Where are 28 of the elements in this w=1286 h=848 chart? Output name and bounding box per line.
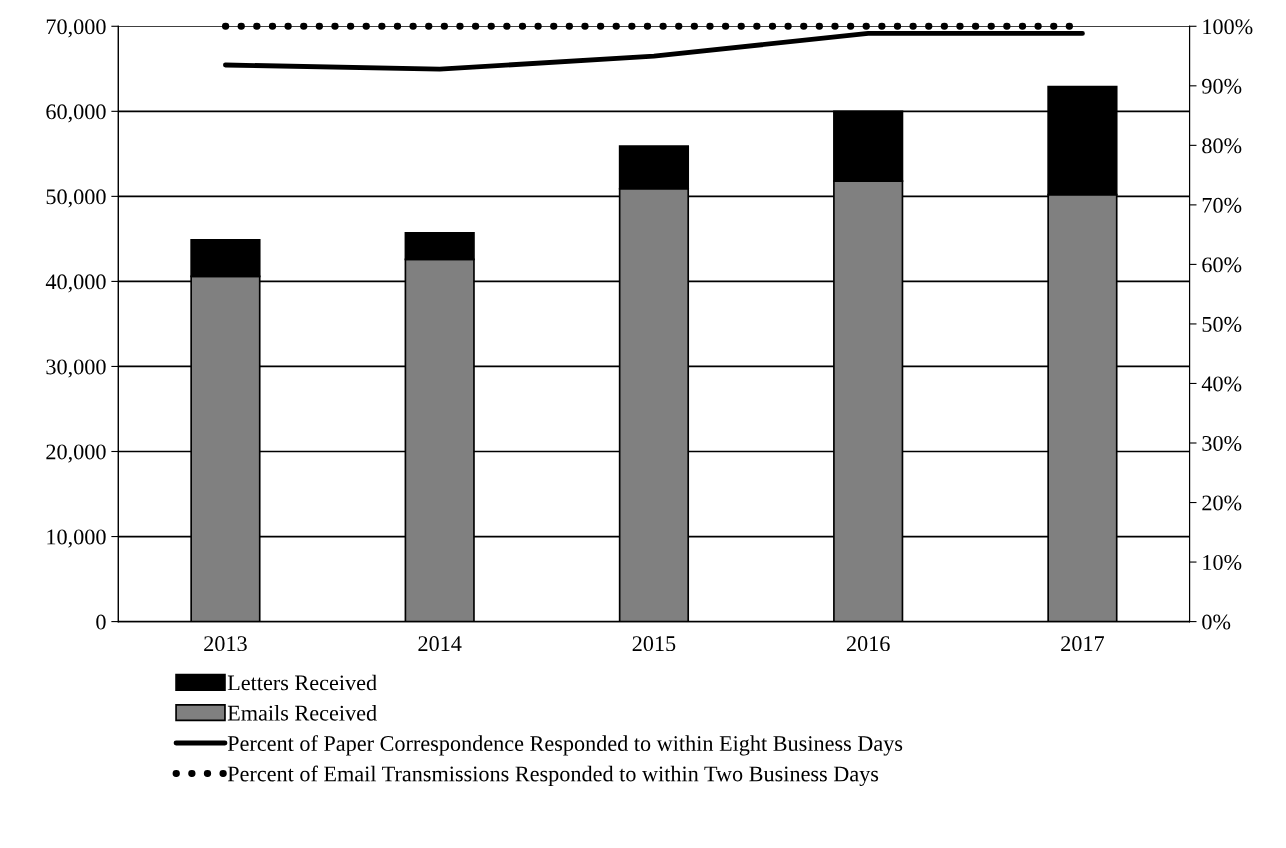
x-tick-label: 2014 [418, 636, 462, 652]
x-tick-label: 2017 [1061, 636, 1105, 652]
y2-tick-label: 90% [1202, 78, 1242, 94]
y-tick-label: 0 [96, 614, 106, 630]
x-tick-label: 2016 [846, 636, 890, 652]
y2-tick-label: 10% [1203, 554, 1242, 571]
y-tick-label: 40,000 [45, 274, 106, 293]
y-tick-label: 30,000 [46, 359, 106, 378]
x-tick-label: 2013 [204, 636, 247, 652]
legend-label: Emails Received [227, 704, 377, 721]
legend-label: Percent of Paper Correspondence Responded to within Eight Business Days [227, 735, 903, 756]
x-tick-label: 2015 [632, 636, 676, 652]
y-tick-label: 70,000 [46, 19, 106, 38]
y2-tick-label: 50% [1202, 316, 1242, 332]
y2-tick-label: 30% [1202, 435, 1242, 451]
y2-tick-label: 80% [1202, 138, 1242, 154]
y-tick-label: 60,000 [46, 104, 106, 123]
y2-tick-label: 40% [1201, 376, 1242, 392]
y2-tick-label: 0% [1202, 614, 1231, 630]
y2-tick-label: 60% [1202, 257, 1242, 273]
y-tick-label: 50,000 [46, 189, 106, 208]
legend-label: Percent of Email Transmissions Responded to within Two Business Days [227, 765, 879, 787]
legend-label: Letters Received [227, 674, 377, 691]
y-tick-label: 20,000 [46, 444, 106, 463]
y2-tick-label: 20% [1202, 495, 1242, 511]
y-tick-label: 10,000 [47, 529, 106, 548]
y2-tick-label: 100% [1203, 19, 1253, 35]
y2-tick-label: 70% [1202, 197, 1242, 213]
